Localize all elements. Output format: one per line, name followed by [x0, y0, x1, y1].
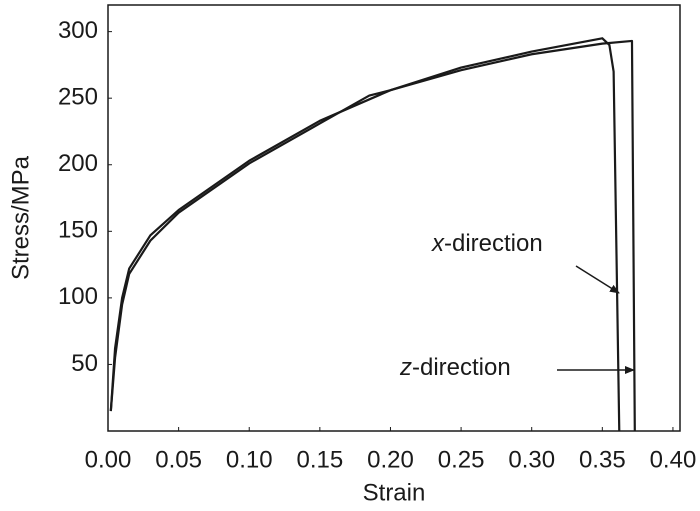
y-tick-label: 250 [58, 84, 98, 111]
line [109, 39, 636, 432]
x-tick-label: 0.25 [438, 446, 485, 473]
y-tick-label: 100 [58, 283, 98, 310]
plot-frame [107, 4, 681, 432]
y-tick-label: 200 [58, 150, 98, 177]
x-axis-label: Strain [363, 479, 426, 506]
x-tick-label: 0.30 [508, 446, 555, 473]
x-tick-label: 0.35 [579, 446, 626, 473]
y-tick-label: 300 [58, 17, 98, 44]
annotation: z-direction [399, 354, 511, 381]
x-tick-label: 0.05 [155, 446, 202, 473]
x-tick-label: 0.10 [226, 446, 273, 473]
annotation-arrow [575, 265, 620, 294]
x-tick-label: 0.20 [367, 446, 414, 473]
annotation: x-direction [431, 230, 543, 257]
y-tick-label: 150 [58, 217, 98, 244]
x-tick-label: 0.15 [296, 446, 343, 473]
x-tick-label: 0.00 [85, 446, 132, 473]
y-axis-label: Stress/MPa [7, 155, 34, 280]
x-tick-label: 0.40 [650, 446, 697, 473]
y-tick-label: 50 [71, 350, 98, 377]
